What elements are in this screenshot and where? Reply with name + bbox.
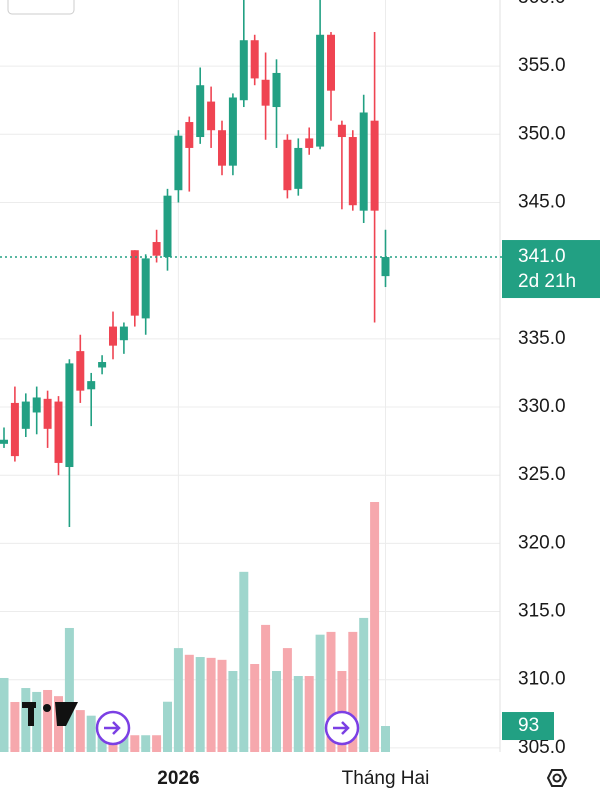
logo xyxy=(22,702,78,726)
y-tick-label: 345.0 xyxy=(518,192,566,213)
candle-body xyxy=(109,326,117,346)
volume-label: 93 xyxy=(518,715,539,736)
volume-bar xyxy=(0,677,9,752)
candle-body xyxy=(294,147,303,189)
x-tick-label: Tháng Hai xyxy=(342,768,430,789)
nav-icon[interactable] xyxy=(95,710,131,746)
nav-icon[interactable] xyxy=(324,710,360,746)
candle-body xyxy=(261,79,270,106)
candle-body xyxy=(185,122,194,148)
volume-bar xyxy=(239,571,249,752)
candle-body xyxy=(207,101,216,131)
candle-body xyxy=(239,40,248,101)
candle-body xyxy=(43,398,52,429)
y-tick-label: 315.0 xyxy=(518,601,566,622)
toolbar-button[interactable] xyxy=(7,0,75,15)
candle-body xyxy=(76,351,85,391)
volume-bar xyxy=(315,634,325,752)
volume-bar xyxy=(152,735,162,752)
volume-bar xyxy=(272,670,281,752)
y-tick-label: 310.0 xyxy=(518,669,566,690)
candle-body xyxy=(152,242,161,256)
y-tick-label: 305.0 xyxy=(518,737,566,758)
volume-bar xyxy=(21,688,31,752)
candle-layer xyxy=(0,0,390,528)
volume-bar xyxy=(293,676,303,752)
candle-body xyxy=(381,257,390,277)
volume-bar xyxy=(370,502,380,752)
candle-body xyxy=(21,401,30,429)
y-tick-label: 350.0 xyxy=(518,123,566,144)
candle-body xyxy=(196,85,205,138)
candle-body xyxy=(218,130,226,166)
y-tick-label: 335.0 xyxy=(518,328,566,349)
volume-bar xyxy=(173,648,183,752)
last-price-label: 341.0 xyxy=(518,246,566,267)
volume-bar xyxy=(130,735,140,752)
volume-bar xyxy=(228,670,238,752)
x-tick-label: 2026 xyxy=(157,768,199,789)
candle-body xyxy=(98,362,107,368)
candle-body xyxy=(305,138,314,148)
candle-body xyxy=(283,139,292,191)
volume-bar xyxy=(163,701,172,752)
volume-bar xyxy=(75,710,85,752)
volume-bar xyxy=(348,631,358,752)
candle-body xyxy=(32,397,41,413)
candle-body xyxy=(228,97,237,166)
candle-body xyxy=(327,34,335,91)
candle-body xyxy=(316,34,325,147)
candle-body xyxy=(163,195,172,258)
volume-bar xyxy=(381,726,390,752)
y-tick-label: 355.0 xyxy=(518,55,566,76)
volume-bar xyxy=(184,654,194,752)
candle-body xyxy=(141,258,150,319)
volume-bar xyxy=(141,735,151,752)
volume-bar xyxy=(86,715,96,752)
volume-bar xyxy=(195,657,205,752)
y-tick-label: 320.0 xyxy=(518,532,566,553)
y-tick-label: 360.0 xyxy=(518,0,566,8)
volume-bar xyxy=(64,627,74,752)
grid xyxy=(0,0,501,752)
candle-body xyxy=(119,326,128,341)
volume-bar xyxy=(261,624,271,752)
volume-bar xyxy=(43,689,53,752)
candle-body xyxy=(370,120,379,211)
y-tick-label: 325.0 xyxy=(518,464,566,485)
candle-body xyxy=(348,137,357,206)
volume-bar xyxy=(217,659,227,752)
candle-body xyxy=(10,402,19,457)
volume-bar xyxy=(119,732,129,752)
volume-bar xyxy=(326,631,336,752)
last-price-box xyxy=(502,240,600,299)
volume-bar xyxy=(206,657,216,752)
candle-body xyxy=(130,250,139,316)
candle-body xyxy=(250,40,259,79)
candle-body xyxy=(337,124,346,138)
y-tick-label: 330.0 xyxy=(518,396,566,417)
candle-body xyxy=(0,439,8,444)
volume-bar xyxy=(304,676,314,752)
volume-layer xyxy=(0,502,390,752)
volume-bar xyxy=(32,691,42,752)
settings-icon[interactable] xyxy=(546,769,568,787)
candle-body xyxy=(54,401,63,463)
countdown-label: 2d 21h xyxy=(518,271,576,292)
volume-bar xyxy=(359,617,369,752)
volume-bar xyxy=(10,702,20,752)
candle-body xyxy=(65,363,74,468)
volume-bar xyxy=(282,648,292,752)
volume-bar xyxy=(250,664,260,752)
candle-body xyxy=(174,135,183,191)
candle-body xyxy=(272,72,281,108)
volume-label-box xyxy=(502,712,554,741)
candle-body xyxy=(87,381,96,390)
candle-body xyxy=(359,112,368,211)
